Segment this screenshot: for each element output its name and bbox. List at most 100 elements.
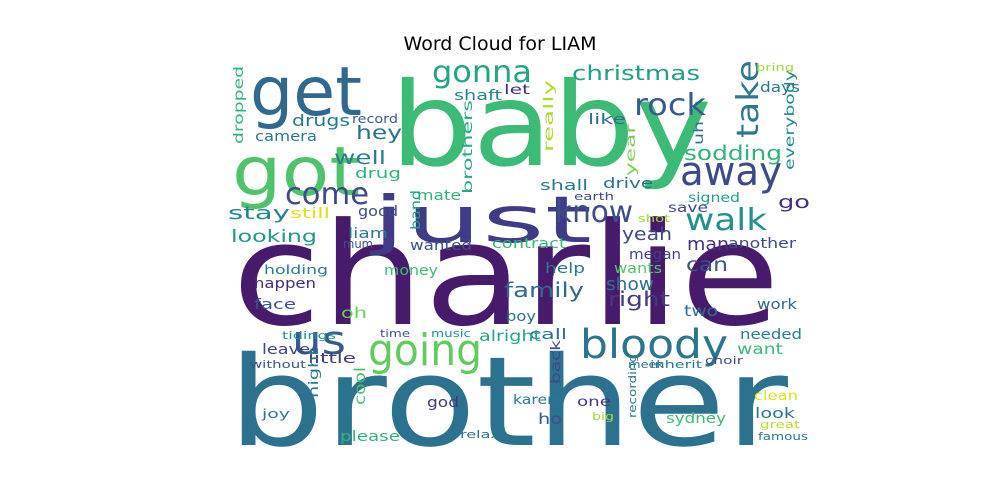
word-famous: famous: [758, 430, 808, 443]
word-us: us: [292, 318, 346, 364]
word-yeah: yeah: [622, 224, 672, 245]
word-great: great: [760, 418, 801, 431]
word-right: right: [608, 287, 670, 311]
word-earth: earth: [574, 190, 614, 203]
word-rock: rock: [634, 88, 707, 123]
word-meek: meek: [628, 358, 665, 371]
word-money: money: [384, 263, 438, 279]
word-help: help: [545, 261, 585, 277]
chart-title: Word Cloud for LIAM: [403, 33, 597, 55]
word-camera: camera: [255, 129, 317, 145]
word-tidings: tidings: [282, 329, 336, 342]
word-really: really: [542, 79, 557, 152]
word-dropped: dropped: [232, 66, 247, 144]
word-go: go: [778, 192, 810, 213]
word-call: call: [529, 327, 567, 343]
word-boy: boy: [506, 309, 536, 325]
word-want: want: [737, 340, 783, 358]
word-face: face: [254, 297, 296, 313]
word-man: man: [687, 234, 729, 255]
word-happen: happen: [254, 276, 316, 292]
word-time: time: [380, 327, 410, 340]
word-come: come: [285, 177, 369, 212]
word-liam: liam: [348, 226, 388, 242]
word-brother: brother: [228, 331, 788, 475]
word-without: without: [250, 358, 307, 371]
word-drive: drive: [603, 176, 653, 192]
word-baby: baby: [390, 58, 712, 193]
word-contract: contract: [492, 236, 567, 252]
word-alright: alright: [479, 327, 541, 345]
word-choir: choir: [705, 354, 744, 367]
word-sydney: sydney: [666, 411, 726, 427]
word-show: show: [606, 274, 654, 295]
word-charlie: charlie: [232, 193, 780, 358]
word-sodding: sodding: [684, 141, 782, 165]
word-like: like: [588, 112, 626, 128]
word-get: get: [250, 53, 362, 132]
word-looking: looking: [231, 227, 317, 247]
word-know: know: [555, 195, 633, 230]
word-needed: needed: [740, 327, 802, 343]
word-gonna: gonna: [432, 55, 532, 90]
word-hey: hey: [356, 122, 402, 144]
word-two: two: [684, 302, 718, 320]
word-away: away: [680, 149, 782, 195]
word-one: one: [577, 395, 611, 410]
word-cool: cool: [351, 367, 369, 405]
word-mate: mate: [417, 188, 461, 204]
word-shaft: shaft: [454, 88, 503, 104]
word-look: look: [755, 406, 796, 422]
word-can: can: [686, 254, 728, 276]
word-got: got: [232, 133, 360, 212]
word-drugs: drugs: [292, 111, 350, 130]
word-drug: drug: [355, 166, 401, 182]
word-everybody: everybody: [783, 70, 798, 170]
word-wants: wants: [614, 261, 662, 277]
word-back: back: [549, 339, 564, 384]
word-music: music: [431, 327, 471, 340]
word-walk: walk: [685, 203, 768, 238]
word-little: little: [308, 351, 356, 367]
word-brothers: brothers: [461, 100, 476, 194]
word-night: night: [307, 348, 322, 398]
word-uh: uh: [692, 121, 707, 145]
word-bloody: bloody: [580, 322, 728, 368]
word-christmas: christmas: [572, 61, 700, 85]
word-recording: recording: [626, 354, 639, 418]
word-another: another: [728, 236, 796, 252]
word-just: just: [368, 184, 592, 258]
word-stay: stay: [228, 203, 291, 224]
word-going: going: [368, 325, 482, 376]
word-work: work: [757, 297, 798, 313]
word-year: year: [624, 123, 639, 176]
word-wanted: wanted: [410, 238, 472, 254]
word-god: god: [427, 395, 459, 411]
word-leave: leave: [262, 342, 310, 358]
word-days: days: [760, 80, 800, 96]
word-still: still: [290, 206, 330, 222]
word-good: good: [358, 204, 398, 220]
word-signed: signed: [688, 191, 740, 206]
word-mum: mum: [343, 237, 373, 251]
word-inherit: inherit: [650, 358, 703, 371]
word-megan: megan: [629, 247, 681, 263]
word-karen: karen: [513, 393, 557, 408]
word-let: let: [504, 83, 530, 98]
word-big: big: [592, 410, 614, 423]
word-record: record: [352, 112, 398, 126]
word-holding: holding: [264, 263, 328, 277]
word-relax: relax: [460, 428, 501, 441]
word-well: well: [334, 147, 386, 169]
word-oh: oh: [341, 304, 367, 322]
word-please: please: [340, 429, 400, 445]
word-band: band: [409, 190, 424, 230]
word-take: take: [731, 60, 766, 138]
word-family: family: [504, 278, 584, 302]
word-bring: bring: [756, 61, 794, 74]
word-clean: clean: [754, 389, 798, 404]
word-ho: ho: [538, 410, 562, 428]
word-save: save: [668, 201, 708, 216]
word-joy: joy: [260, 407, 290, 421]
